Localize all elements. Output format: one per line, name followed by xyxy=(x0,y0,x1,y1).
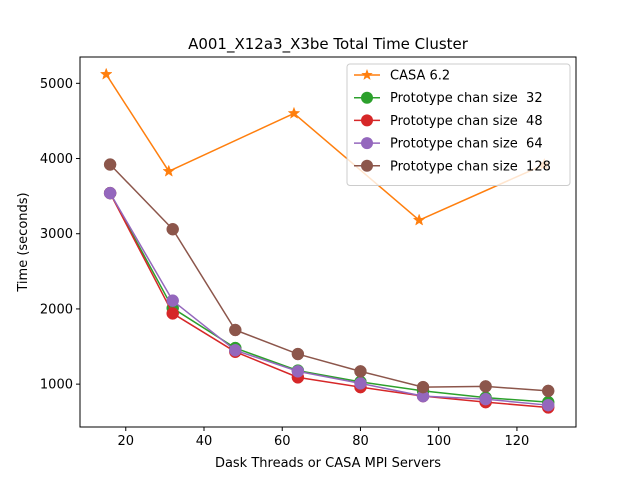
y-tick-label: 5000 xyxy=(40,77,73,92)
legend-label: Prototype chan size 48 xyxy=(390,114,543,129)
y-tick-label: 3000 xyxy=(40,227,73,242)
data-point xyxy=(103,186,117,200)
series-line xyxy=(109,164,549,392)
data-point xyxy=(354,377,367,390)
data-point xyxy=(541,398,555,412)
data-point xyxy=(479,380,492,393)
legend-item: Prototype chan size 64 xyxy=(354,137,543,152)
data-point-star xyxy=(412,213,426,226)
data-point xyxy=(291,347,305,361)
data-point-star xyxy=(162,164,176,177)
chart-title: A001_X12a3_X3be Total Time Cluster xyxy=(188,35,469,54)
x-axis-label: Dask Threads or CASA MPI Servers xyxy=(215,456,441,471)
series-line xyxy=(109,192,549,406)
legend-marker xyxy=(361,91,373,104)
legend-marker xyxy=(361,159,373,172)
y-axis-label: Time (seconds) xyxy=(16,192,31,292)
x-axis: 20 40 60 80 100 120 xyxy=(117,427,529,449)
data-point-star xyxy=(99,67,113,80)
x-tick-label: 40 xyxy=(196,434,213,449)
y-tick-label: 1000 xyxy=(40,378,73,393)
data-point-star xyxy=(287,106,301,119)
data-point xyxy=(479,392,492,406)
plot-frame xyxy=(79,56,577,428)
legend-item: Prototype chan size 32 xyxy=(354,91,543,106)
data-point xyxy=(416,380,430,394)
legend-marker xyxy=(361,137,373,150)
x-tick-label: 20 xyxy=(117,434,134,449)
data-point xyxy=(291,365,305,378)
data-point xyxy=(229,323,242,337)
legend-label: CASA 6.2 xyxy=(390,69,450,84)
data-point xyxy=(354,365,367,378)
x-tick-label: 120 xyxy=(505,434,530,449)
legend-label: Prototype chan size 32 xyxy=(390,91,543,106)
x-tick-label: 100 xyxy=(426,434,451,449)
data-point xyxy=(166,222,179,236)
legend-box xyxy=(346,63,571,186)
data-point xyxy=(229,344,242,357)
data-point xyxy=(166,294,179,307)
legend-label: Prototype chan size 64 xyxy=(390,137,543,152)
series-3 xyxy=(103,186,555,412)
legend: CASA 6.2 Prototype chan size 32 Prototype … xyxy=(346,63,571,186)
data-point xyxy=(166,307,179,320)
data-point xyxy=(103,158,117,171)
legend-item: Prototype chan size 48 xyxy=(354,114,543,129)
legend-item: Prototype chan size 128 xyxy=(354,159,551,174)
x-tick-label: 60 xyxy=(274,434,291,449)
data-point xyxy=(541,384,555,398)
y-tick-label: 2000 xyxy=(40,302,73,317)
legend-item: CASA 6.2 xyxy=(354,69,450,84)
legend-marker-star xyxy=(361,69,373,80)
series-4 xyxy=(103,158,555,398)
y-tick-label: 4000 xyxy=(40,152,73,167)
series-line xyxy=(109,192,549,409)
series-line xyxy=(109,192,549,403)
legend-label: Prototype chan size 128 xyxy=(390,159,551,174)
x-tick-label: 80 xyxy=(352,434,369,449)
legend-marker xyxy=(361,114,373,127)
y-axis: 1000 2000 3000 4000 5000 xyxy=(40,77,80,393)
